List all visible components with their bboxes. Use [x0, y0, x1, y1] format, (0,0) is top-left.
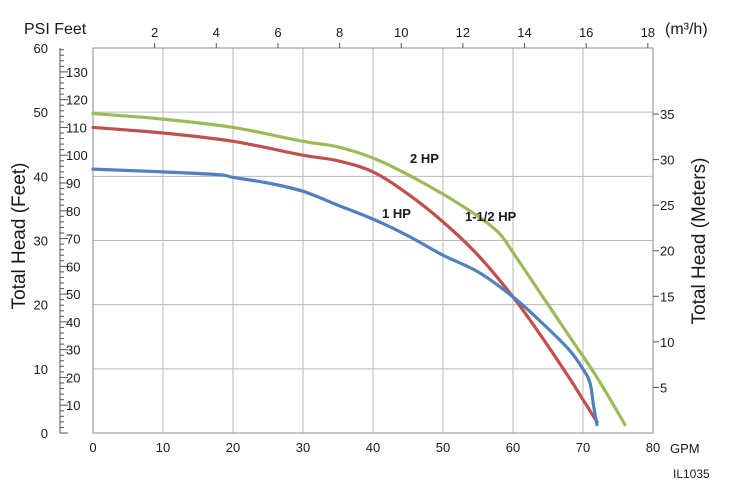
meters-tick-label: 30 [660, 153, 674, 168]
right-axis-title: Total Head (Meters) [689, 158, 710, 325]
plot-frame [92, 47, 654, 434]
feet-tick-label: 120 [66, 93, 88, 108]
psi-tick-label: 60 [34, 41, 48, 56]
feet-tick-label: 50 [66, 287, 80, 302]
meters-tick-label: 15 [660, 289, 674, 304]
top-tick-label: 2 [151, 25, 158, 40]
meters-tick-label: 5 [660, 380, 667, 395]
left-axis-title: Total Head (Feet) [9, 163, 30, 310]
curve-label-2hp: 2 HP [410, 151, 439, 166]
meters-tick-label: 25 [660, 198, 674, 213]
x-tick-label: 40 [366, 440, 380, 455]
x-tick-label: 0 [89, 440, 96, 455]
grid-layer [93, 48, 653, 433]
psi-tick-label: 0 [41, 426, 48, 441]
psi-tick-label: 10 [34, 362, 48, 377]
x-tick-label: 80 [646, 440, 660, 455]
psi-tick-label: 30 [34, 234, 48, 249]
axes-layer: 0 10 20 30 40 50 60 70 80 0 10 20 30 40 50 60 10 20 30 40 50… [34, 25, 675, 455]
x-tick-label: 10 [156, 440, 170, 455]
psi-tick-label: 50 [34, 105, 48, 120]
psi-tick-label: 20 [34, 298, 48, 313]
series-layer [91, 111, 627, 427]
top-tick-label: 8 [336, 25, 343, 40]
top-tick-label: 16 [579, 25, 593, 40]
feet-tick-label: 30 [66, 343, 80, 358]
x-tick-label: 50 [436, 440, 450, 455]
feet-tick-label: 130 [66, 65, 88, 80]
feet-tick-label: 20 [66, 370, 80, 385]
x-tick-label: 20 [226, 440, 240, 455]
feet-tick-label: 10 [66, 398, 80, 413]
x-tick-label: 30 [296, 440, 310, 455]
meters-tick-label: 20 [660, 244, 674, 259]
top-axis-title: PSI Feet [24, 21, 87, 38]
figure-id: IL1035 [673, 467, 710, 481]
feet-tick-label: 60 [66, 259, 80, 274]
feet-tick-label: 90 [66, 176, 80, 191]
series-line-2-hp [91, 111, 627, 427]
psi-tick-label: 40 [34, 169, 48, 184]
x-axis-unit-label: GPM [670, 441, 700, 456]
top-tick-label: 18 [641, 25, 655, 40]
x-tick-label: 70 [576, 440, 590, 455]
feet-tick-label: 70 [66, 232, 80, 247]
feet-tick-label: 40 [66, 315, 80, 330]
top-tick-label: 6 [274, 25, 281, 40]
feet-tick-label: 100 [66, 148, 88, 163]
top-axis-unit: (m³/h) [665, 21, 708, 38]
series-line-1-hp [91, 167, 599, 427]
top-tick-label: 10 [394, 25, 408, 40]
top-tick-label: 12 [456, 25, 470, 40]
meters-tick-label: 10 [660, 335, 674, 350]
feet-tick-label: 110 [66, 120, 87, 135]
top-tick-label: 14 [517, 25, 531, 40]
series-line-1-1-2-hp [91, 125, 599, 424]
curve-label-1hp: 1 HP [382, 206, 411, 221]
feet-tick-label: 80 [66, 204, 80, 219]
x-tick-label: 60 [506, 440, 520, 455]
top-tick-label: 4 [213, 25, 220, 40]
meters-tick-label: 35 [660, 107, 674, 122]
curve-label-1-5hp: 1-1/2 HP [465, 209, 517, 224]
